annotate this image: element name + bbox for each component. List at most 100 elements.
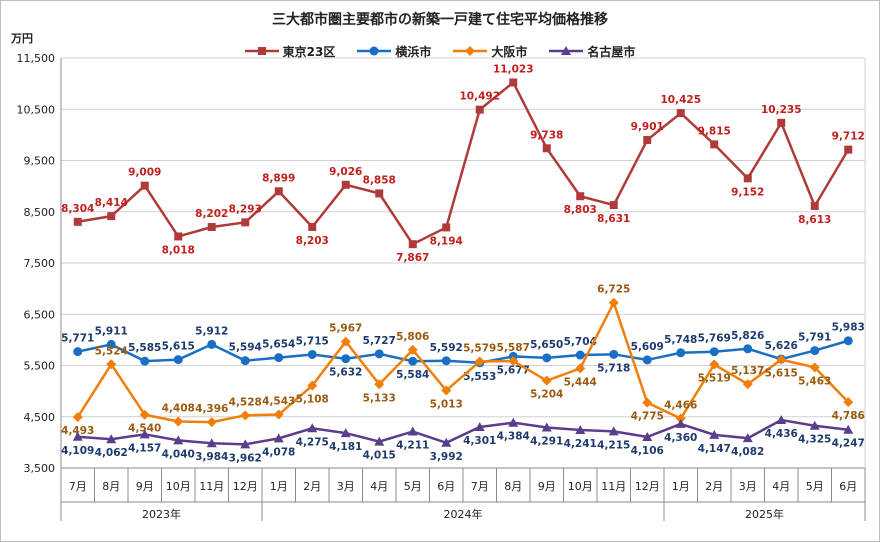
series-line bbox=[77, 339, 849, 365]
data-label: 4,775 bbox=[631, 411, 664, 423]
data-point-marker bbox=[375, 189, 384, 198]
data-point-marker bbox=[308, 222, 317, 231]
data-label: 4,275 bbox=[296, 436, 329, 448]
data-point-marker bbox=[642, 431, 653, 441]
data-label: 5,912 bbox=[195, 325, 228, 337]
data-point-marker bbox=[73, 347, 83, 357]
data-point-marker bbox=[743, 344, 753, 354]
data-point-marker bbox=[844, 145, 853, 154]
data-point-marker bbox=[810, 201, 819, 210]
series-line bbox=[77, 80, 850, 246]
data-point-marker bbox=[642, 397, 653, 408]
data-label: 4,384 bbox=[497, 431, 530, 443]
data-point-marker bbox=[140, 181, 149, 190]
data-point-marker bbox=[106, 359, 117, 370]
data-point-marker bbox=[340, 336, 351, 347]
data-point-marker bbox=[240, 356, 250, 366]
data-label: 5,519 bbox=[698, 373, 731, 385]
data-point-marker bbox=[441, 356, 451, 366]
data-point-marker bbox=[139, 409, 150, 420]
data-point-marker bbox=[307, 380, 318, 391]
data-label: 8,018 bbox=[162, 244, 195, 256]
data-point-marker bbox=[72, 412, 83, 423]
data-point-marker bbox=[843, 397, 854, 408]
data-label: 4,528 bbox=[229, 396, 262, 408]
data-point-marker bbox=[207, 339, 217, 349]
x-tick-label: 10月 bbox=[166, 480, 191, 493]
x-tick-label: 3月 bbox=[337, 480, 355, 493]
data-label: 3,962 bbox=[229, 452, 262, 464]
data-point-marker bbox=[709, 359, 720, 370]
legend-item: 名古屋市 bbox=[549, 43, 635, 60]
x-tick-label: 3月 bbox=[739, 480, 757, 493]
data-point-marker bbox=[508, 417, 519, 427]
data-point-marker bbox=[274, 353, 284, 363]
data-label: 8,203 bbox=[296, 235, 329, 247]
y-tick-label: 11,500 bbox=[17, 52, 56, 65]
data-point-marker bbox=[174, 232, 183, 241]
x-tick-label: 12月 bbox=[635, 480, 660, 493]
year-group-label: 2025年 bbox=[745, 507, 784, 521]
data-point-marker bbox=[441, 385, 452, 396]
year-group-label: 2023年 bbox=[142, 507, 181, 521]
data-label: 4,040 bbox=[162, 448, 195, 460]
data-label: 10,235 bbox=[761, 104, 802, 116]
data-label: 8,899 bbox=[262, 172, 295, 184]
data-label: 5,911 bbox=[95, 325, 128, 337]
data-label: 5,748 bbox=[664, 334, 697, 346]
data-label: 5,967 bbox=[329, 323, 362, 335]
data-point-marker bbox=[442, 223, 451, 232]
data-label: 4,436 bbox=[765, 428, 798, 440]
data-label: 5,806 bbox=[396, 331, 429, 343]
data-point-marker bbox=[107, 212, 116, 221]
data-label: 4,015 bbox=[363, 450, 396, 462]
data-label: 5,650 bbox=[530, 339, 563, 351]
data-label: 5,587 bbox=[497, 342, 530, 354]
legend-item: 横浜市 bbox=[357, 43, 431, 60]
data-label: 5,108 bbox=[296, 394, 329, 406]
data-label: 5,727 bbox=[363, 335, 396, 347]
x-tick-label: 12月 bbox=[233, 480, 258, 493]
year-group-label: 2024年 bbox=[444, 507, 483, 521]
data-point-marker bbox=[475, 105, 484, 114]
data-label: 5,791 bbox=[798, 332, 831, 344]
data-label: 5,133 bbox=[363, 392, 396, 404]
legend-label: 大阪市 bbox=[491, 44, 528, 59]
x-tick-label: 7月 bbox=[471, 480, 489, 493]
x-tick-label: 9月 bbox=[538, 480, 556, 493]
data-point-marker bbox=[608, 426, 619, 436]
data-point-marker bbox=[709, 347, 719, 357]
data-label: 4,466 bbox=[664, 399, 697, 411]
data-point-marker bbox=[374, 349, 384, 359]
chart-title: 三大都市圏主要都市の新築一戸建て住宅平均価格推移 bbox=[272, 12, 608, 28]
data-point-marker bbox=[173, 435, 184, 445]
data-point-marker bbox=[642, 355, 652, 365]
data-point-marker bbox=[441, 437, 452, 447]
data-point-marker bbox=[240, 410, 251, 421]
series-line bbox=[76, 299, 850, 424]
data-point-marker bbox=[541, 422, 552, 432]
data-label: 4,325 bbox=[798, 434, 831, 446]
data-label: 9,026 bbox=[329, 166, 362, 178]
legend-label: 横浜市 bbox=[395, 44, 432, 59]
data-label: 4,109 bbox=[61, 445, 94, 457]
data-point-marker bbox=[710, 140, 719, 149]
x-tick-label: 1月 bbox=[270, 480, 288, 493]
data-point-marker bbox=[374, 436, 385, 446]
data-label: 9,712 bbox=[832, 131, 865, 143]
data-label: 5,609 bbox=[631, 341, 664, 353]
y-tick-label: 5,500 bbox=[24, 360, 56, 373]
data-label: 4,181 bbox=[329, 441, 362, 453]
data-label: 5,137 bbox=[731, 365, 764, 377]
data-label: 5,579 bbox=[463, 342, 496, 354]
y-tick-label: 7,500 bbox=[24, 257, 56, 270]
data-label: 4,301 bbox=[463, 435, 496, 447]
x-tick-label: 9月 bbox=[136, 480, 154, 493]
data-label: 5,615 bbox=[765, 368, 798, 380]
data-label: 4,786 bbox=[832, 410, 865, 422]
data-point-marker bbox=[408, 240, 417, 249]
data-label: 9,815 bbox=[698, 125, 731, 137]
data-point-marker bbox=[73, 217, 82, 226]
data-label: 5,585 bbox=[128, 342, 161, 354]
